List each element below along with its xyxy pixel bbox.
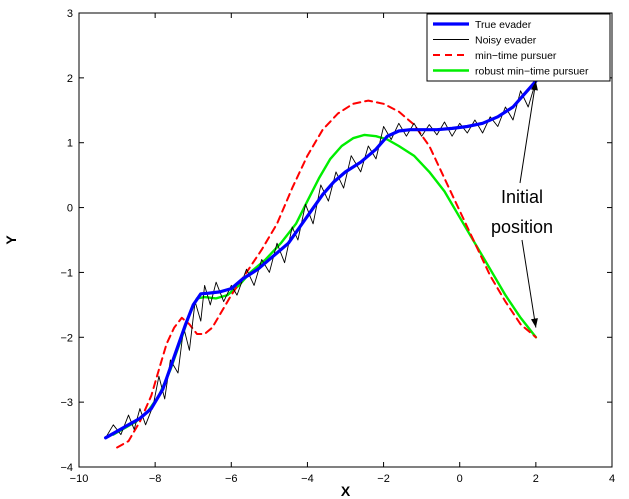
y-tick-label: −1 — [60, 267, 73, 279]
y-tick-label: −2 — [60, 332, 73, 344]
legend: True evader Noisy evader min−time pursuer r… — [426, 13, 611, 82]
legend-label: True evader — [475, 19, 532, 31]
x-tick-label: −2 — [377, 473, 390, 485]
series-line-min-time-pursuer — [116, 99, 537, 449]
legend-item: True evader — [433, 19, 532, 31]
series-line-noisy-evader — [105, 80, 537, 439]
annotation-line: position — [491, 217, 553, 237]
annotation-arrowhead — [531, 81, 538, 91]
legend-item: Noisy evader — [433, 35, 537, 47]
axes-frame — [78, 12, 613, 468]
annotation-arrowhead — [530, 318, 538, 328]
annotation-line: Initial — [501, 187, 543, 207]
legend-item: robust min−time pursuer — [433, 66, 589, 78]
legend-label: min−time pursuer — [475, 50, 557, 62]
y-tick-label: −4 — [60, 462, 73, 474]
legend-label: Noisy evader — [475, 35, 537, 47]
plot-area — [103, 79, 538, 449]
y-tick-label: 1 — [67, 138, 73, 150]
y-tick-label: 2 — [67, 73, 73, 85]
annotation-arrow — [519, 81, 537, 184]
y-axis-label: Y — [3, 235, 19, 245]
x-tick-label: −8 — [149, 473, 162, 485]
x-tick-label: −10 — [70, 473, 89, 485]
x-tick-label: 2 — [533, 473, 539, 485]
x-tick-label: 0 — [457, 473, 463, 485]
legend-label: robust min−time pursuer — [475, 66, 589, 78]
y-tick-label: −3 — [60, 397, 73, 409]
legend-item: min−time pursuer — [433, 50, 557, 62]
series-line-true-evader — [103, 79, 538, 440]
x-axis-label: X — [341, 483, 351, 499]
annotation-arrow — [521, 239, 537, 328]
y-tick-label: 0 — [67, 203, 73, 215]
x-tick-label: 4 — [609, 473, 615, 485]
x-tick-label: −6 — [225, 473, 238, 485]
x-tick-label: −4 — [301, 473, 314, 485]
y-tick-label: 3 — [67, 8, 73, 20]
initial-position-annotation: Initial position — [491, 81, 553, 328]
